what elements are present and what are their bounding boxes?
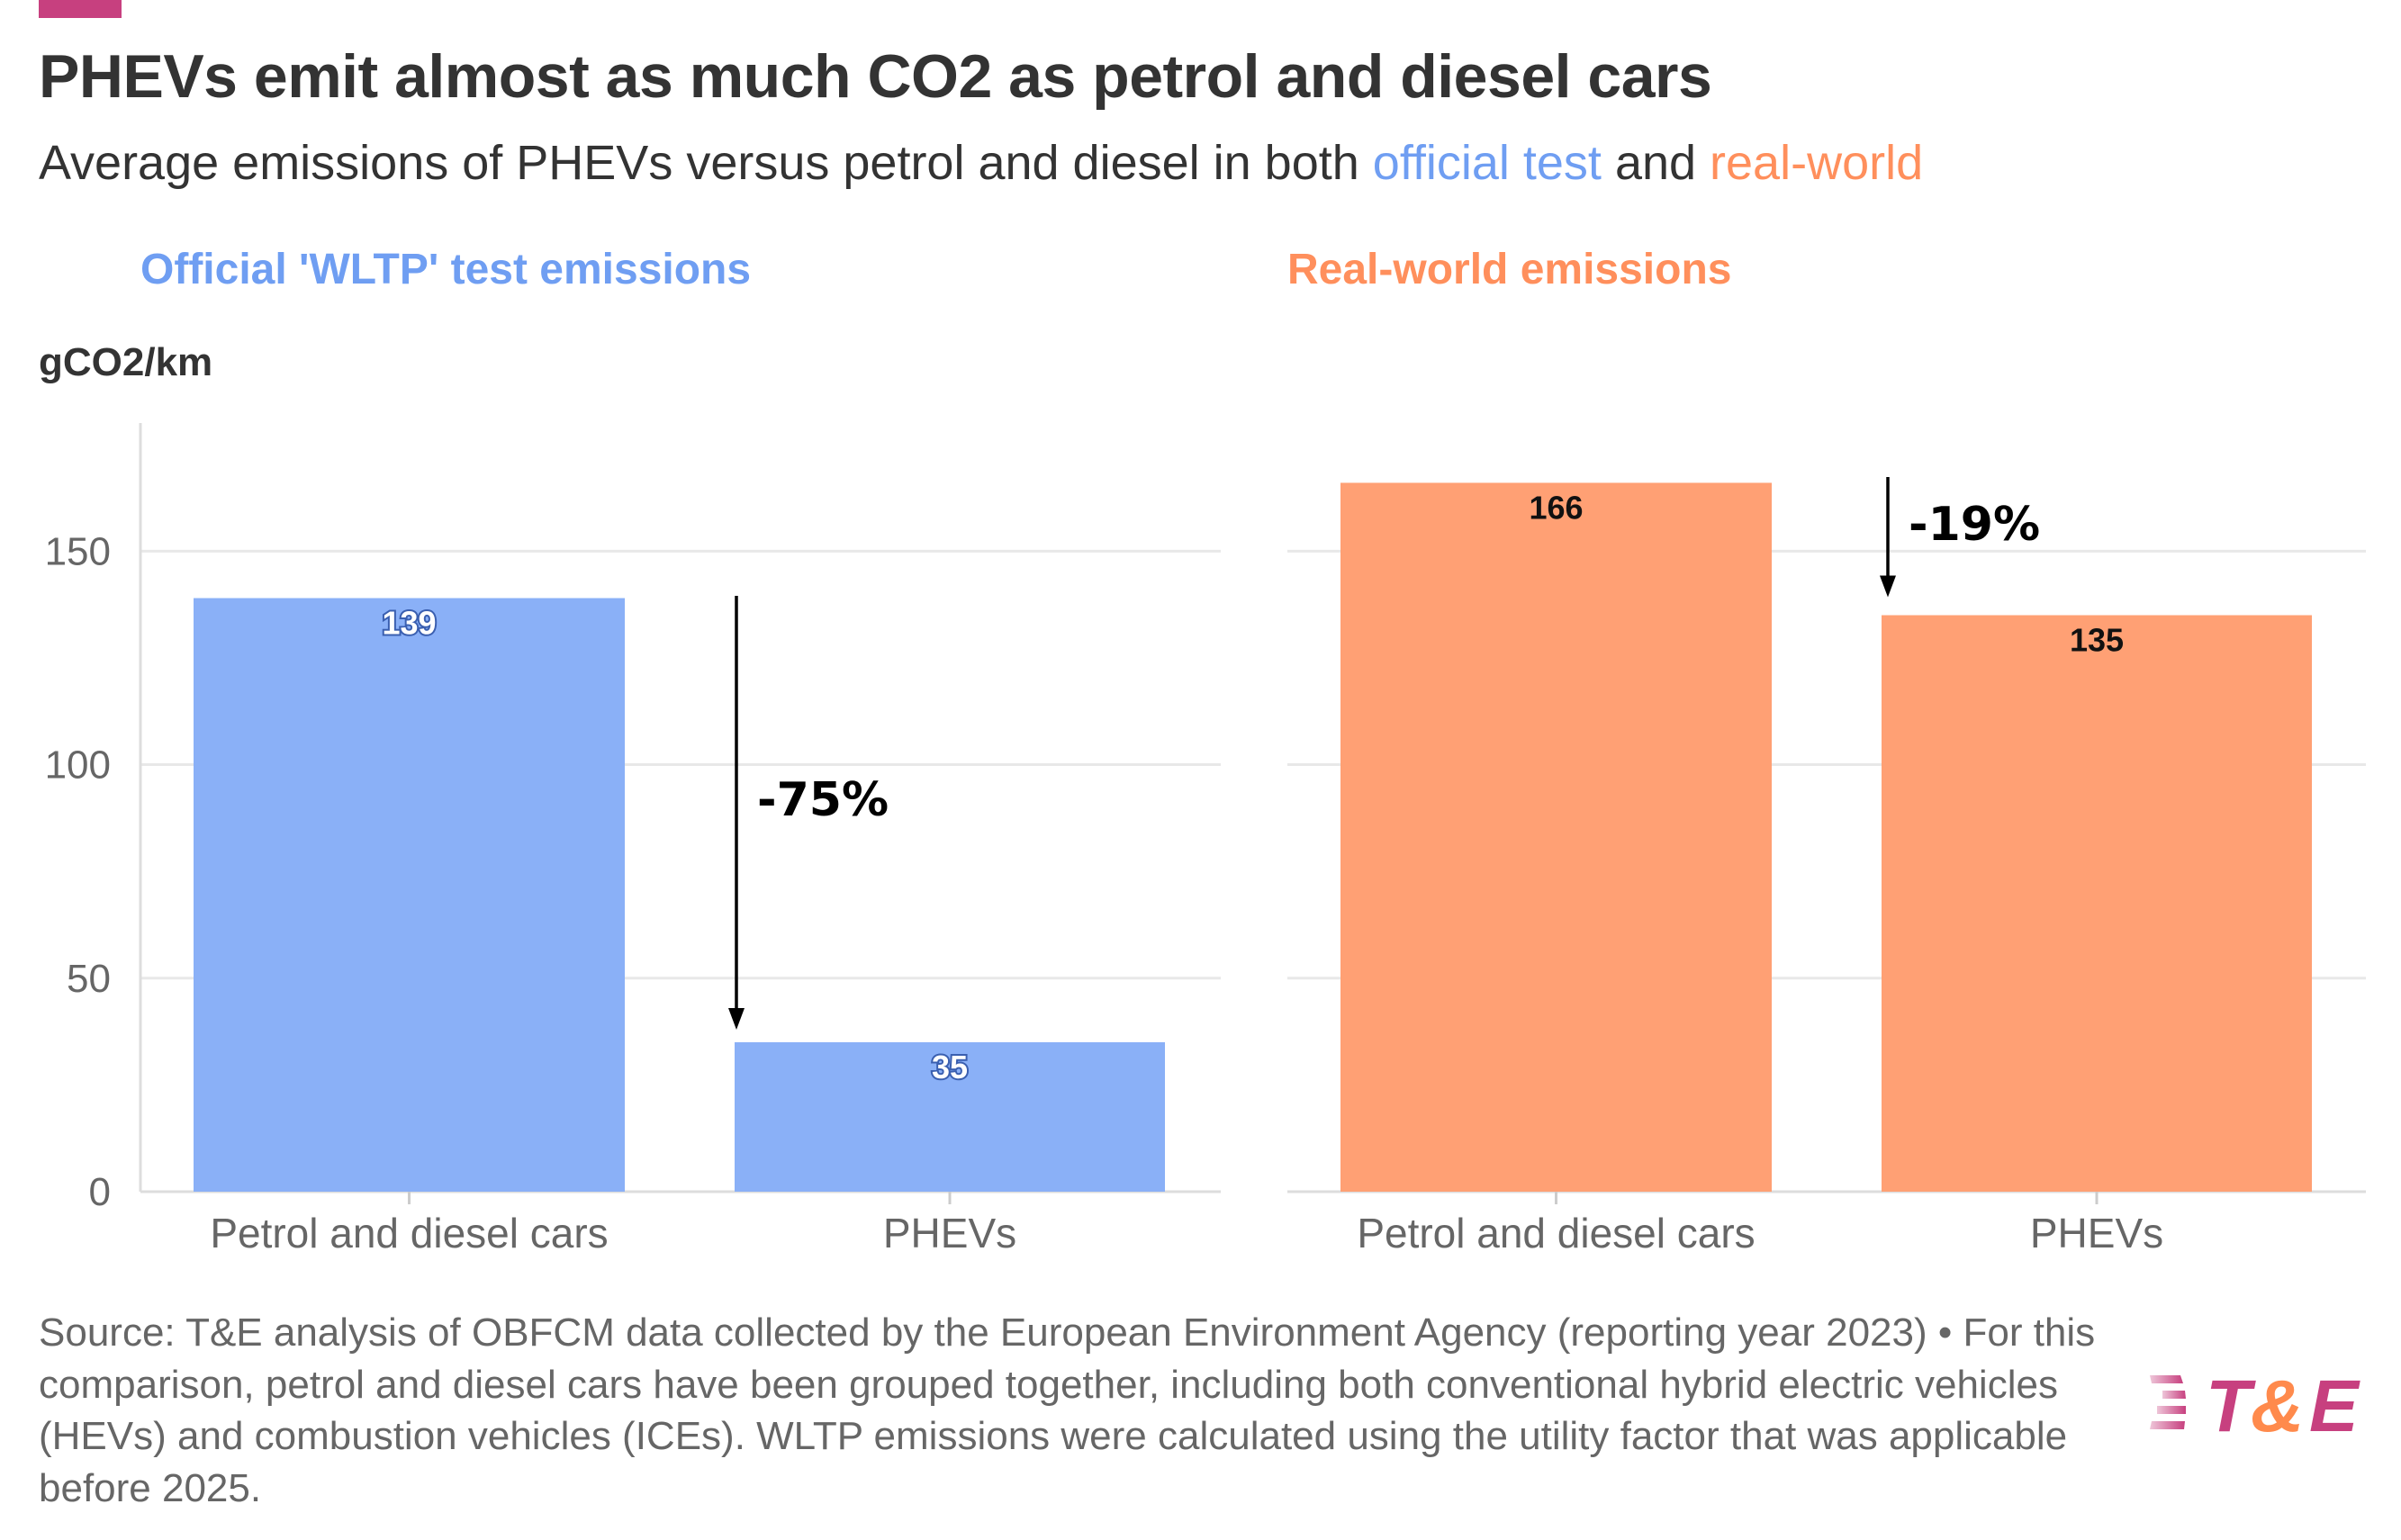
data-label: 35 xyxy=(932,1049,968,1085)
source-note: Source: T&E analysis of OBFCM data colle… xyxy=(39,1310,2096,1510)
data-label: 166 xyxy=(1529,489,1583,526)
x-category-label: PHEVs xyxy=(883,1210,1016,1256)
arrow-head-icon xyxy=(1880,575,1896,598)
chart-subtitle: Average emissions of PHEVs versus petrol… xyxy=(39,135,1923,191)
brand-bar xyxy=(39,0,122,18)
te-logo: T & E xyxy=(2150,1368,2360,1440)
change-annotation: -75% xyxy=(757,773,889,827)
data-label: 135 xyxy=(2070,622,2124,659)
panel-title-official: Official 'WLTP' test emissions xyxy=(140,246,752,293)
subtitle-and: and xyxy=(1601,136,1710,190)
svg-text:T: T xyxy=(2206,1368,2256,1440)
svg-text:E: E xyxy=(2309,1368,2360,1440)
subtitle-real-world: real-world xyxy=(1710,136,1924,190)
y-tick-label: 0 xyxy=(89,1170,111,1214)
bar-charts: 0 50 100 150 139 Petrol and diesel cars 35 PHEV… xyxy=(45,423,2366,1256)
arrow-head-icon xyxy=(728,1007,745,1030)
svg-text:&: & xyxy=(2251,1368,2304,1440)
x-category-label: PHEVs xyxy=(2030,1210,2163,1256)
bar xyxy=(735,1041,1165,1192)
subtitle-official: official test xyxy=(1372,136,1602,190)
x-category-label: Petrol and diesel cars xyxy=(1357,1210,1755,1256)
change-annotation: -19% xyxy=(1909,498,2040,552)
bar xyxy=(194,598,625,1192)
panel-title-real-world: Real-world emissions xyxy=(1287,246,1732,293)
x-category-label: Petrol and diesel cars xyxy=(210,1210,608,1256)
bar xyxy=(1340,482,1772,1192)
data-label: 139 xyxy=(382,605,436,642)
subtitle-text: Average emissions of PHEVs versus petrol… xyxy=(39,136,1373,190)
y-axis-label: gCO2/km xyxy=(39,340,213,384)
y-tick-label: 150 xyxy=(45,529,111,573)
bar xyxy=(1882,615,2312,1192)
y-tick-label: 50 xyxy=(67,957,111,1001)
y-tick-label: 100 xyxy=(45,743,111,788)
chart-title: PHEVs emit almost as much CO2 as petrol … xyxy=(39,42,1712,111)
